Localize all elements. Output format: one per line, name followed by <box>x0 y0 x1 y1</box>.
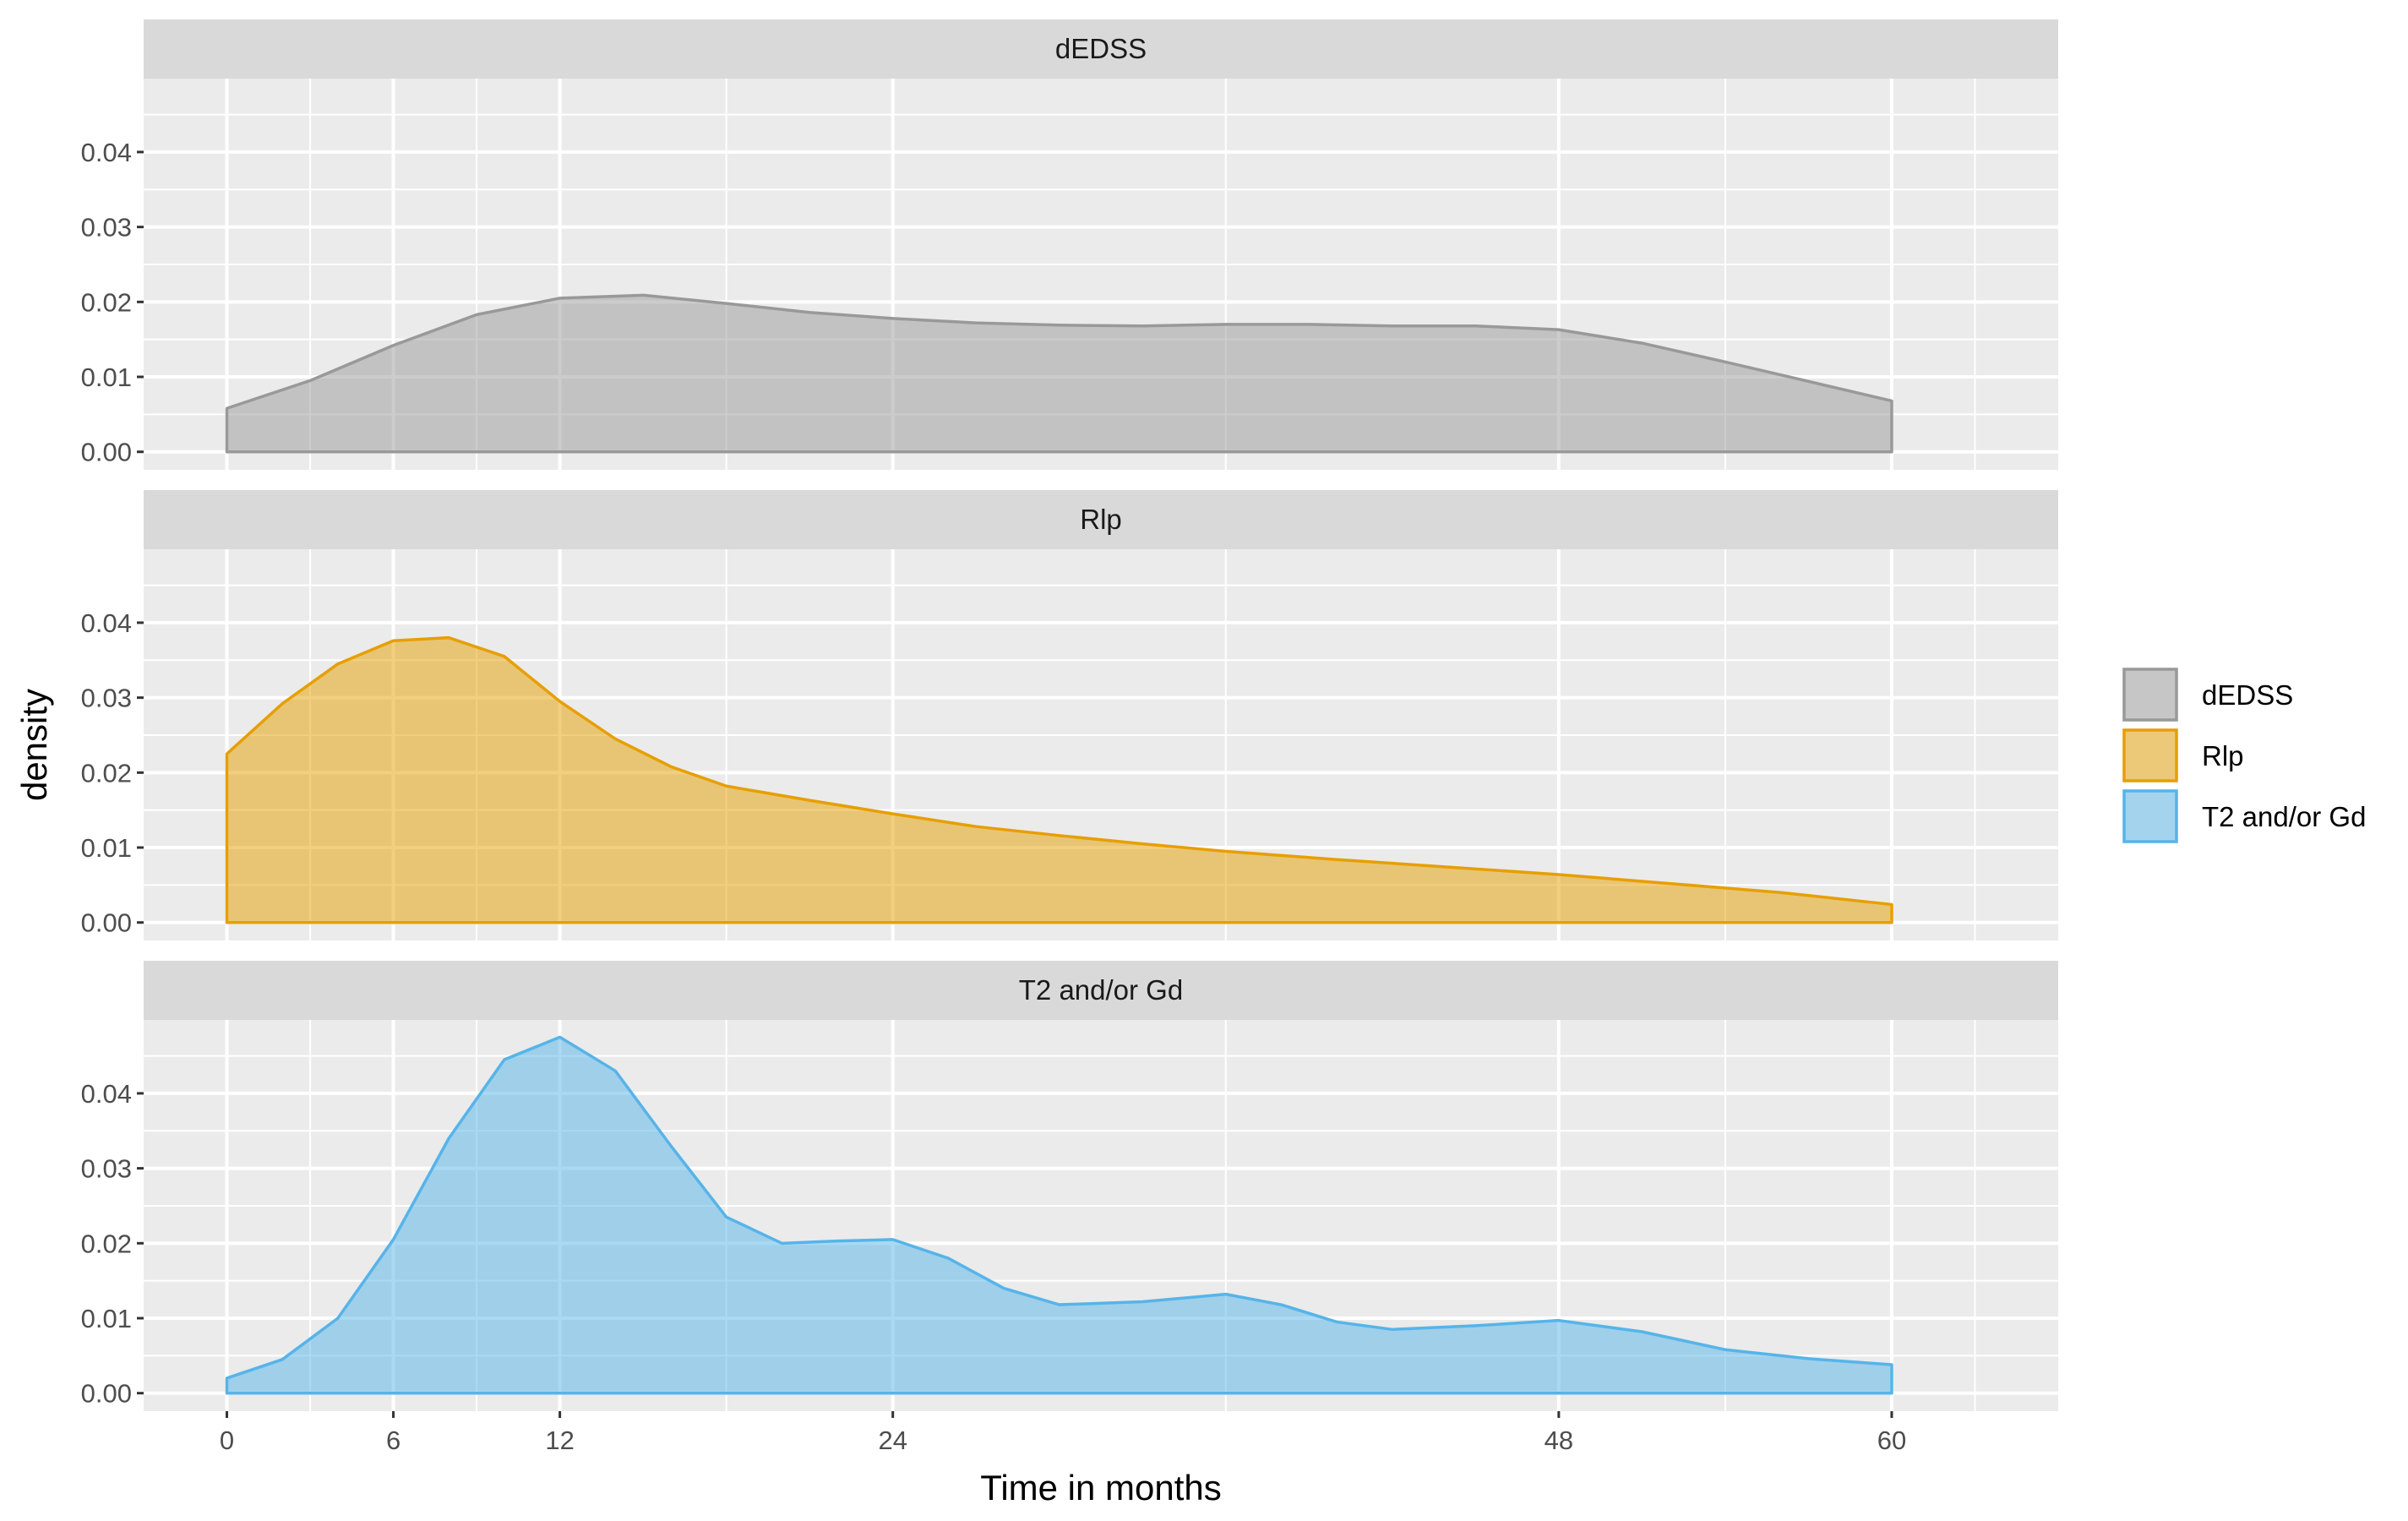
facet-panel: T2 and/or Gd 0.00 0.01 0.02 0.03 0.04 <box>81 961 2058 1411</box>
facet-strip-label: dEDSS <box>1055 33 1147 64</box>
y-tick-label: 0.01 <box>81 833 132 863</box>
legend: dEDSS Rlp T2 and/or Gd <box>2122 668 2366 843</box>
y-tick-label: 0.02 <box>81 1229 132 1258</box>
facet-strip <box>144 961 2058 1020</box>
legend-item: Rlp <box>2122 728 2244 782</box>
y-tick-label: 0.04 <box>81 138 132 167</box>
y-tick-label: 0.04 <box>81 608 132 638</box>
facet-strip-label: Rlp <box>1080 504 1122 535</box>
facet-strip <box>144 490 2058 549</box>
legend-label: dEDSS <box>2202 679 2293 711</box>
y-tick-label: 0.04 <box>81 1079 132 1109</box>
legend-item: T2 and/or Gd <box>2122 789 2366 843</box>
y-tick-label: 0.01 <box>81 363 132 392</box>
x-tick-label: 24 <box>878 1426 907 1455</box>
x-tick-label: 0 <box>220 1426 234 1455</box>
y-tick-label: 0.02 <box>81 758 132 788</box>
y-tick-label: 0.01 <box>81 1304 132 1333</box>
legend-label: T2 and/or Gd <box>2202 801 2366 832</box>
legend-swatch <box>2122 728 2178 782</box>
y-tick-label: 0.03 <box>81 1154 132 1184</box>
y-tick-label: 0.00 <box>81 1379 132 1409</box>
y-axis-title: density <box>14 689 54 801</box>
density-area-rlp <box>225 635 1893 924</box>
y-tick-label: 0.03 <box>81 684 132 713</box>
y-tick-label: 0.00 <box>81 908 132 938</box>
density-area-dedss <box>225 293 1893 454</box>
x-tick-label: 6 <box>386 1426 400 1455</box>
density-area-t2-and-or-gd <box>225 1035 1893 1395</box>
x-axis-title: Time in months <box>980 1468 1222 1507</box>
facets: dEDSS 0.00 0.01 0.02 0.03 0.04 Rlp 0.00 0.01 0.02… <box>81 19 2058 1411</box>
x-tick-label: 60 <box>1877 1426 1906 1455</box>
legend-swatch <box>2122 789 2178 843</box>
x-tick-label: 12 <box>545 1426 574 1455</box>
x-tick-label: 48 <box>1544 1426 1573 1455</box>
legend-item: dEDSS <box>2122 668 2293 722</box>
y-tick-label: 0.02 <box>81 287 132 317</box>
facet-strip <box>144 19 2058 79</box>
facet-panel: dEDSS 0.00 0.01 0.02 0.03 0.04 <box>81 19 2058 470</box>
y-tick-label: 0.03 <box>81 213 132 243</box>
facet-strip-label: T2 and/or Gd <box>1019 974 1183 1006</box>
x-axis: 0 6 12 24 48 60 <box>220 1411 1906 1455</box>
facet-panel: Rlp 0.00 0.01 0.02 0.03 0.04 <box>81 490 2058 940</box>
y-tick-label: 0.00 <box>81 438 132 467</box>
legend-label: Rlp <box>2202 740 2244 771</box>
legend-swatch <box>2122 668 2178 722</box>
